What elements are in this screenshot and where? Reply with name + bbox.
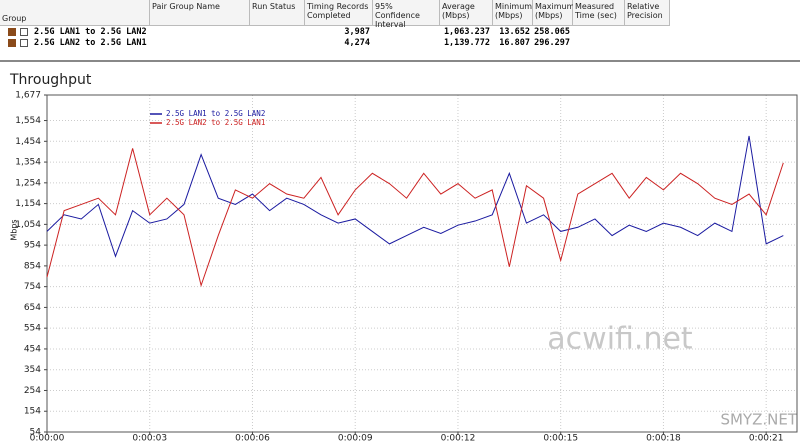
row-icon — [8, 39, 16, 47]
cell-minimum: 16.807 — [499, 38, 530, 48]
row-icon — [20, 28, 28, 36]
y-tick-label: 854 — [24, 261, 41, 271]
column-header: Relative Precision — [625, 0, 670, 26]
legend-label: 2.5G LAN2 to 2.5G LAN1 — [166, 118, 265, 127]
x-tick-label: 0:00:00 — [30, 434, 65, 442]
y-tick-label: 1,354 — [15, 158, 41, 168]
y-tick-label: 354 — [24, 365, 41, 375]
x-tick-label: 0:00:12 — [441, 434, 476, 442]
cell-average: 1,139.772 — [443, 38, 490, 48]
cell-average: 1,063.237 — [443, 27, 490, 37]
y-tick-label: 454 — [24, 344, 41, 354]
watermark: acwifi.net — [547, 322, 693, 357]
x-tick-label: 0:00:09 — [338, 434, 373, 442]
y-tick-label: 1,154 — [15, 199, 41, 209]
series-line — [46, 135, 784, 258]
row-icon — [8, 28, 16, 36]
column-header: Timing Records Completed — [305, 0, 373, 26]
y-tick-label: 954 — [24, 241, 41, 251]
plot-frame — [46, 94, 798, 433]
x-tick-label: 0:00:06 — [235, 434, 270, 442]
column-header: Average (Mbps) — [440, 0, 493, 26]
series-line — [46, 148, 784, 288]
column-header: Group — [0, 0, 150, 26]
watermark: SMYZ.NET — [720, 411, 797, 429]
pair-name: 2.5G LAN1 to 2.5G LAN2 — [34, 27, 147, 37]
legend-label: 2.5G LAN1 to 2.5G LAN2 — [166, 109, 265, 118]
y-tick-label: 554 — [24, 324, 41, 334]
y-tick-label: 1,054 — [15, 220, 41, 230]
y-tick-label: 1,677 — [15, 91, 41, 101]
column-header: Pair Group Name — [150, 0, 250, 26]
cell-records: 4,274 — [344, 38, 370, 48]
y-tick-label: 654 — [24, 303, 41, 313]
y-tick-label: 1,554 — [15, 116, 41, 126]
chart: Throughput Mbps acwifi.net SMYZ.NET 54 15… — [0, 62, 800, 442]
x-tick-label: 0:00:21 — [749, 434, 784, 442]
y-axis-label: Mbps — [10, 219, 19, 240]
y-tick-label: 154 — [24, 407, 41, 417]
x-tick-label: 0:00:18 — [646, 434, 681, 442]
cell-minimum: 13.652 — [499, 27, 530, 37]
cell-records: 3,987 — [344, 27, 370, 37]
cell-maximum: 296.297 — [534, 38, 570, 48]
column-header: Minimum (Mbps) — [493, 0, 533, 26]
x-tick-label: 0:00:15 — [543, 434, 578, 442]
y-tick-label: 1,454 — [15, 137, 41, 147]
y-tick-label: 1,254 — [15, 178, 41, 188]
column-header: Maximum (Mbps) — [533, 0, 574, 26]
y-tick-label: 754 — [24, 282, 41, 292]
x-tick-label: 0:00:03 — [132, 434, 167, 442]
column-header: 95% Confidence Interval — [373, 0, 440, 29]
chart-bg — [0, 62, 800, 442]
y-tick-label: 254 — [24, 386, 41, 396]
column-header: Run Status — [250, 0, 305, 26]
cell-maximum: 258.065 — [534, 27, 570, 37]
pair-name: 2.5G LAN2 to 2.5G LAN1 — [34, 38, 147, 48]
chart-title: Throughput — [9, 72, 92, 88]
results-table: Group Pair Group Name Run Status Timing Rec… — [0, 0, 800, 62]
y-tick-label: 54 — [30, 428, 42, 438]
column-header: Measured Time (sec) — [573, 0, 625, 26]
row-icon — [20, 39, 28, 47]
